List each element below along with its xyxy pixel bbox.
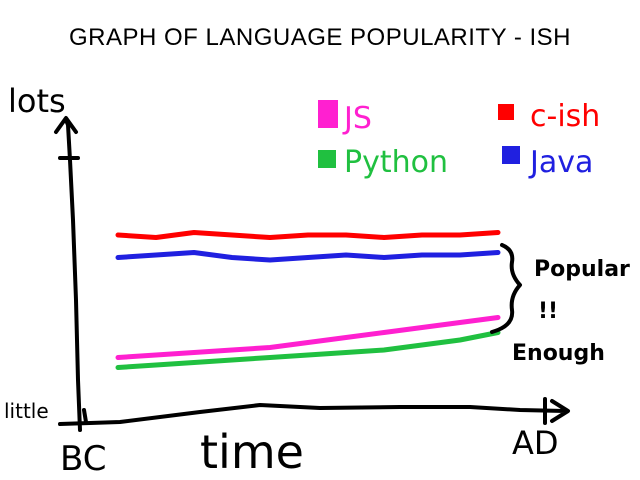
legend-swatch-js xyxy=(318,100,338,128)
legend-swatch-python xyxy=(318,150,336,168)
annotation-line2: !! xyxy=(538,299,558,324)
annotation-line3: Enough xyxy=(512,341,605,366)
series-line-java xyxy=(115,250,501,263)
y-axis xyxy=(54,116,82,432)
legend-swatch-c-ish xyxy=(498,104,514,120)
y-tick-little: little xyxy=(4,399,49,423)
annotation-line1: Popular xyxy=(534,257,630,282)
y-axis-label: lots xyxy=(8,82,66,120)
legend-label-python: Python xyxy=(344,145,448,180)
series-line-js xyxy=(115,315,501,360)
series-line-c-ish xyxy=(115,230,501,240)
legend-label-java: Java xyxy=(528,145,593,180)
series-group xyxy=(115,230,501,370)
legend-label-js: JS xyxy=(342,101,372,136)
legend: JS c-ish Python Java xyxy=(318,99,600,180)
chart-title: GRAPH OF LANGUAGE POPULARITY - ISH xyxy=(69,24,571,51)
legend-swatch-java xyxy=(502,146,520,164)
legend-label-c-ish: c-ish xyxy=(530,99,600,134)
y-axis-bottom-tick xyxy=(82,408,88,424)
series-line-python xyxy=(115,330,501,370)
x-tick-ad: AD xyxy=(512,424,559,462)
x-axis xyxy=(58,399,570,426)
x-tick-bc: BC xyxy=(60,439,106,479)
annotation-brace xyxy=(490,243,522,334)
x-axis-label: time xyxy=(200,425,304,479)
